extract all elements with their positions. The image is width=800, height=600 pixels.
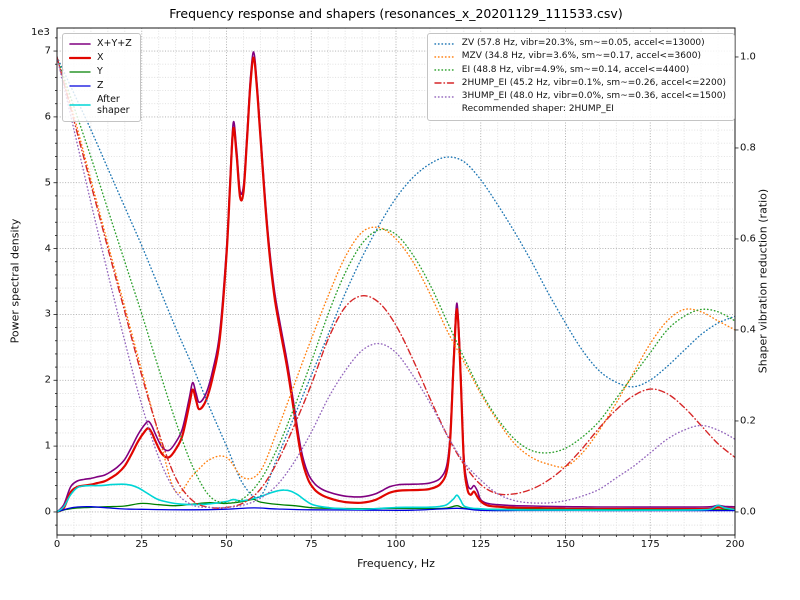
x-tick-label: 150 [555,539,576,550]
y-left-tick-label: 5 [44,177,51,189]
legend-shapers: ZV (57.8 Hz, vibr=20.3%, sm~=0.05, accel… [426,33,735,121]
legend-label: ZV (57.8 Hz, vibr=20.3%, sm~=0.05, accel… [461,38,705,48]
x-tick-label: 50 [220,539,233,550]
y-left-tick-label: 1 [44,440,51,452]
legend-line-sample [69,43,91,45]
legend-line-sample [434,95,456,98]
y-left-tick-label: 4 [44,243,51,255]
legend-note: Recommended shaper: 2HUMP_EI [461,104,614,115]
plot-border [56,27,736,536]
legend-label: 2HUMP_EI (45.2 Hz, vibr=0.1%, sm~=0.26, … [461,77,726,88]
x-tick-label: 0 [53,539,61,550]
y-right-tick-label: 0.4 [740,324,756,336]
x-tick-label: 25 [135,539,149,550]
legend-label: EI (48.8 Hz, vibr=4.9%, sm~=0.14, accel<… [461,64,690,75]
legend-line-sample [69,56,91,59]
psd-curve-1 [57,56,735,514]
legend-item-3hump_ei-48-0-hz-vibr-0-0-sm-0-36-accel-1500: 3HUMP_EI (48.0 Hz, vibr=0.0%, sm~=0.36, … [434,91,726,102]
y-axis-offset-multiplier: 1e3 [31,27,50,38]
legend-line-sample [434,69,456,71]
y-axis-label-left: Power spectral density [8,218,22,344]
y-right-tick-label: 0.0 [740,506,756,518]
x-tick-label: 175 [640,539,660,550]
y-left-tick-label: 2 [44,374,51,386]
y-left-tick-label: 3 [44,308,51,320]
legend-item-mzv-34-8-hz-vibr-3-6-sm-0-17-accel-3600: MZV (34.8 Hz, vibr=3.6%, sm~=0.17, accel… [434,51,726,62]
legend-item-2hump_ei-45-2-hz-vibr-0-1-sm-0-26-accel-2200: 2HUMP_EI (45.2 Hz, vibr=0.1%, sm~=0.26, … [434,78,726,89]
legend-line-sample [434,56,456,58]
legend-label: 3HUMP_EI (48.0 Hz, vibr=0.0%, sm~=0.36, … [461,91,726,101]
shaper-curve-3 [57,56,735,509]
data-curves [57,51,735,514]
x-tick-label: 75 [304,539,318,550]
legend-label: X [97,51,104,63]
legend-line-sample [434,82,456,85]
shaper-curve-2 [57,56,735,504]
legend-item-zv-57-8-hz-vibr-20-3-sm-0-05-accel-13000: ZV (57.8 Hz, vibr=20.3%, sm~=0.05, accel… [434,38,726,49]
x-tick-label: 100 [386,539,406,550]
y-left-tick-label: 7 [44,45,51,57]
chart-title: Frequency response and shapers (resonanc… [169,6,623,21]
y-right-tick-label: 0.8 [740,142,756,154]
legend-line-sample [69,84,91,87]
legend-psd-series: X+Y+Z X Y Z After shaper [62,33,141,123]
y-axis-label-right: Shaper vibration reduction (ratio) [756,188,770,374]
legend-label: X+Y+Z [97,38,132,49]
y-right-tick-label: 1.0 [740,51,756,63]
legend-item-after-shaper: After shaper [69,94,132,118]
legend-label: Y [97,65,103,77]
legend-item-y: Y [69,66,132,78]
x-tick-label: 200 [725,539,745,550]
y-right-tick-label: 0.2 [740,415,756,427]
legend-item-x-y-z: X+Y+Z [69,38,132,50]
y-left-tick-label: 6 [44,111,51,123]
legend-recommendation-row: Recommended shaper: 2HUMP_EI [434,104,726,115]
shaper-curve-4 [57,56,735,509]
legend-label: Z [97,79,104,91]
legend-line-sample [69,71,91,73]
x-axis-label: Frequency, Hz [357,557,435,570]
legend-item-z: Z [69,80,132,92]
legend-item-ei-48-8-hz-vibr-4-9-sm-0-14-accel-4400: EI (48.8 Hz, vibr=4.9%, sm~=0.14, accel<… [434,65,726,76]
legend-label: MZV (34.8 Hz, vibr=3.6%, sm~=0.17, accel… [461,51,701,62]
legend-item-x: X [69,52,132,64]
legend-line-sample [69,104,91,107]
y-left-tick-label: 0 [44,506,51,518]
y-right-tick-label: 0.6 [740,233,756,245]
legend-label: After shaper [97,93,130,117]
x-tick-label: 125 [471,539,491,550]
legend-line-sample [434,42,456,45]
psd-curve-4 [57,483,735,513]
